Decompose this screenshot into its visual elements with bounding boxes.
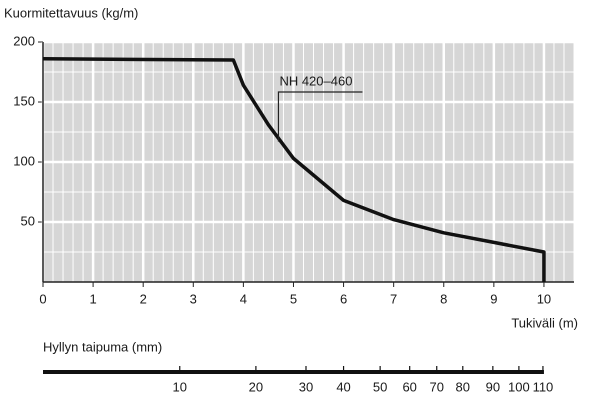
x-tick-label: 9 xyxy=(490,291,497,306)
line xyxy=(42,57,546,282)
deflection-tick-label: 90 xyxy=(486,379,500,394)
deflection-tick-label: 80 xyxy=(456,379,470,394)
annotation-leader xyxy=(277,91,363,142)
x-tick-label: 1 xyxy=(89,291,96,306)
deflection-axis-title: Hyllyn taipuma (mm) xyxy=(43,339,162,354)
deflection-tick-label: 40 xyxy=(336,379,350,394)
y-tick-label: 150 xyxy=(13,93,35,108)
deflection-tick-label: 50 xyxy=(373,379,387,394)
y-tick-label: 200 xyxy=(13,33,35,48)
deflection-tick-label: 60 xyxy=(402,379,416,394)
x-tick-label: 5 xyxy=(290,291,297,306)
deflection-tick-label: 70 xyxy=(430,379,444,394)
x-tick-label: 4 xyxy=(240,291,247,306)
deflection-tick-label: 20 xyxy=(249,379,263,394)
x-tick-label: 6 xyxy=(340,291,347,306)
x-tick-label: 10 xyxy=(537,291,551,306)
x-tick-label: 7 xyxy=(390,291,397,306)
deflection-tick-label: 100 xyxy=(508,379,530,394)
deflection-tick-label: 10 xyxy=(173,379,187,394)
y-tick-label: 50 xyxy=(21,213,35,228)
x-tick-label: 3 xyxy=(190,291,197,306)
x-tick-label: 0 xyxy=(39,291,46,306)
deflection-tick-label: 110 xyxy=(533,379,554,394)
x-tick-label: 2 xyxy=(140,291,147,306)
y-axis-title: Kuormitettavuus (kg/m) xyxy=(4,5,138,20)
x-tick-label: 8 xyxy=(440,291,447,306)
x-axis-title: Tukiväli (m) xyxy=(511,315,578,330)
annotation: NH 420–460 xyxy=(279,73,352,88)
deflection-tick-label: 30 xyxy=(299,379,313,394)
y-tick-label: 100 xyxy=(13,153,35,168)
